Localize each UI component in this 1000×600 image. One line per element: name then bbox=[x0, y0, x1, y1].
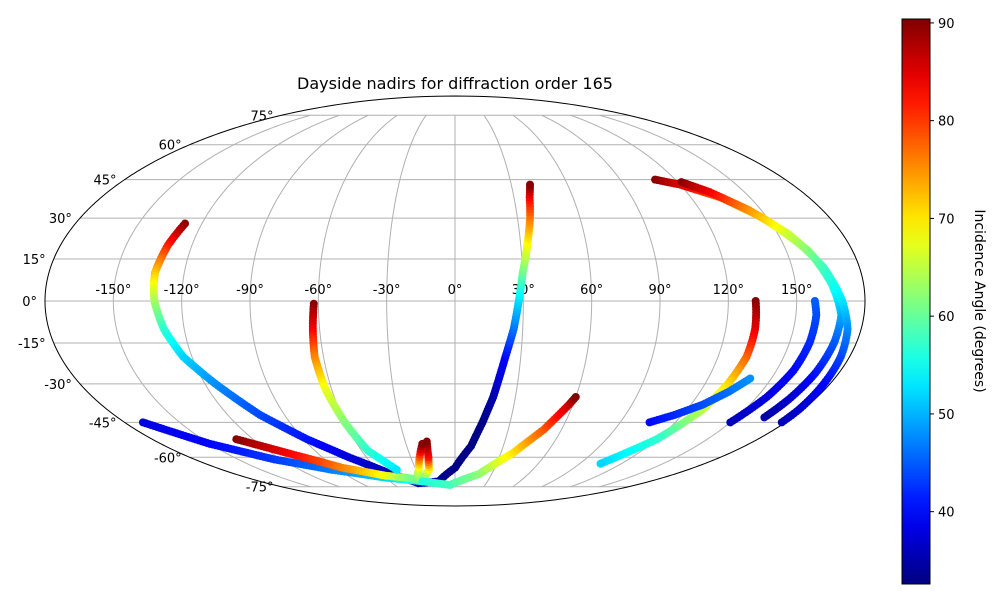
meridian-line bbox=[181, 114, 340, 488]
data-point bbox=[746, 374, 755, 383]
meridian-line bbox=[483, 114, 524, 488]
colorbar-ticks: 40 50 60 70 80 90 bbox=[930, 17, 955, 521]
lon-tick-label: -60° bbox=[304, 283, 332, 298]
lat-tick-label: -75° bbox=[246, 481, 274, 496]
colorbar-tick-label: 80 bbox=[938, 115, 955, 130]
chart-title: Dayside nadirs for diffraction order 165 bbox=[297, 74, 613, 93]
data-point bbox=[526, 180, 534, 189]
colorbar-tick-label: 50 bbox=[938, 408, 955, 423]
data-point bbox=[392, 465, 401, 474]
lon-tick-label: 60° bbox=[580, 283, 603, 298]
meridian-line bbox=[541, 114, 661, 488]
lat-tick-label: -30° bbox=[44, 378, 72, 393]
longitude-ticks: -150°-120°-90°-60°-30°0°30°60°90°120°150… bbox=[95, 283, 812, 298]
latitude-ticks: -75° -60° -45° -30° -15° 0° 15° 30° 45° 60° 75° bbox=[18, 109, 274, 495]
colorbar-tick-label: 70 bbox=[938, 212, 955, 227]
lat-tick-label: 15° bbox=[23, 253, 46, 268]
colorbar-tick-label: 40 bbox=[938, 506, 955, 521]
lat-tick-label: 30° bbox=[49, 212, 72, 227]
data-point bbox=[596, 459, 605, 468]
lon-tick-label: -150° bbox=[95, 283, 131, 298]
scatter-points bbox=[138, 175, 852, 489]
lat-tick-label: 0° bbox=[22, 295, 37, 310]
data-point bbox=[418, 439, 427, 448]
lon-tick-label: 90° bbox=[648, 283, 671, 298]
lon-tick-label: 150° bbox=[781, 283, 812, 298]
lat-tick-label: 60° bbox=[159, 139, 182, 154]
colorbar-label: Incidence Angle (degrees) bbox=[971, 209, 987, 392]
lon-tick-label: -30° bbox=[373, 283, 401, 298]
graticule bbox=[45, 114, 865, 488]
meridian-line bbox=[599, 114, 798, 488]
lon-tick-label: -120° bbox=[164, 283, 200, 298]
data-point bbox=[760, 413, 769, 422]
lat-tick-label: -15° bbox=[18, 337, 46, 352]
lat-tick-label: -45° bbox=[89, 416, 117, 431]
meridian-line bbox=[512, 114, 593, 488]
lon-tick-label: -90° bbox=[236, 283, 264, 298]
lat-tick-label: 45° bbox=[94, 174, 117, 189]
lon-tick-label: 0° bbox=[448, 283, 463, 298]
data-point bbox=[571, 392, 580, 401]
data-point bbox=[777, 418, 786, 427]
colorbar-gradient bbox=[901, 18, 931, 585]
meridian-line bbox=[386, 114, 427, 488]
lat-tick-label: 75° bbox=[250, 109, 273, 124]
data-point bbox=[810, 297, 819, 305]
colorbar-tick-label: 90 bbox=[938, 17, 955, 32]
colorbar-tick-label: 60 bbox=[938, 310, 955, 325]
lon-tick-label: 120° bbox=[713, 283, 744, 298]
lat-tick-label: -60° bbox=[154, 451, 182, 466]
meridian-line bbox=[112, 114, 311, 488]
colorbar: 40 50 60 70 80 90 Incidence Angle (degrees) bbox=[901, 17, 987, 585]
map-outline bbox=[44, 95, 866, 507]
